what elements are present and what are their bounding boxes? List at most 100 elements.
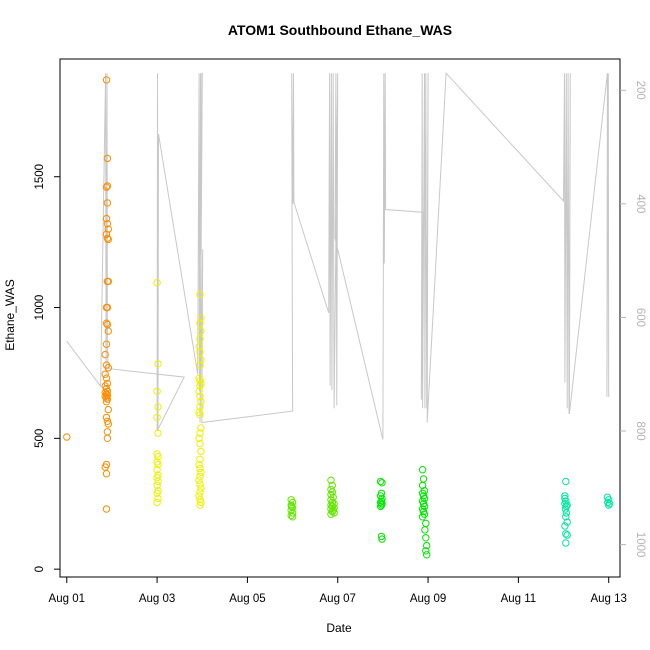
right-axis-line-series	[66, 71, 610, 440]
data-point	[154, 494, 162, 503]
series-2	[287, 476, 338, 521]
series-1	[153, 279, 205, 509]
data-point	[196, 488, 204, 496]
data-point	[288, 513, 297, 521]
data-point	[102, 505, 111, 513]
data-point	[377, 501, 386, 509]
data-point	[562, 477, 570, 486]
data-point	[423, 541, 431, 550]
data-point	[102, 214, 111, 223]
data-point	[103, 182, 112, 190]
data-point	[102, 374, 111, 382]
data-point	[63, 433, 71, 441]
data-point	[197, 327, 205, 335]
data-point	[418, 481, 427, 490]
data-point	[104, 405, 113, 414]
data-point	[288, 502, 296, 511]
data-point	[197, 424, 205, 432]
data-point	[104, 327, 113, 335]
data-point	[605, 501, 613, 509]
data-point	[197, 468, 205, 477]
data-point	[103, 303, 112, 312]
data-point	[196, 480, 204, 488]
data-point	[196, 361, 204, 369]
x-tick-label: Aug 11	[501, 593, 537, 605]
data-point	[196, 439, 204, 448]
y-tick-label: 0	[34, 566, 46, 572]
data-point	[103, 199, 112, 207]
data-point	[104, 420, 113, 428]
data-point	[103, 434, 112, 442]
y2-tick-label: 1000	[634, 532, 646, 558]
data-point	[196, 319, 204, 327]
series-4	[561, 477, 614, 547]
data-point	[195, 476, 203, 484]
y2-tick-label: 800	[634, 421, 646, 440]
data-point	[104, 277, 113, 286]
y2-tick-label: 600	[634, 308, 646, 327]
data-point	[196, 455, 204, 463]
data-point	[562, 539, 570, 547]
data-point	[102, 340, 111, 348]
x-tick-label: Aug 09	[410, 593, 446, 605]
data-point	[102, 319, 111, 327]
data-point	[104, 364, 113, 372]
data-point	[153, 413, 161, 422]
data-point	[418, 466, 427, 474]
data-point	[102, 76, 111, 84]
data-point	[418, 513, 427, 521]
data-point	[101, 370, 109, 378]
data-point	[377, 497, 386, 505]
axes: Aug 01 Aug 03 Aug 05 Aug 07 Aug 09 Aug 11 Aug …	[34, 58, 646, 605]
data-point	[562, 509, 570, 517]
series-3	[376, 466, 431, 559]
data-point	[153, 489, 161, 497]
data-point	[153, 279, 161, 287]
y-tick-label: 500	[34, 429, 46, 448]
y2-tick-label: 200	[634, 81, 646, 100]
data-point	[196, 403, 204, 411]
data-point	[327, 510, 335, 518]
data-point	[563, 518, 571, 526]
data-point	[377, 532, 386, 541]
data-point	[378, 479, 386, 487]
data-point	[197, 314, 205, 322]
data-point	[195, 387, 203, 395]
data-point	[376, 502, 385, 511]
data-point	[154, 453, 162, 461]
y-tick-label: 1000	[34, 295, 46, 321]
data-point	[287, 511, 295, 520]
data-point	[562, 513, 570, 521]
data-point	[104, 225, 113, 233]
data-point	[196, 429, 204, 437]
data-point	[561, 522, 569, 530]
data-point	[378, 535, 386, 543]
data-point	[196, 382, 204, 390]
y2-tick-label: 400	[634, 194, 646, 213]
chart-title: ATOM1 Southbound Ethane_WAS	[228, 22, 452, 38]
data-point	[561, 494, 569, 503]
data-point	[376, 477, 385, 486]
data-point	[153, 498, 161, 507]
data-point	[154, 360, 162, 368]
data-point	[197, 356, 205, 364]
x-tick-label: Aug 13	[590, 593, 626, 605]
data-point	[421, 526, 429, 534]
y-tick-label: 1500	[34, 164, 46, 190]
series-0	[63, 76, 113, 513]
data-point	[154, 429, 162, 437]
data-point	[562, 530, 570, 538]
data-point	[101, 350, 109, 359]
data-point	[195, 460, 203, 469]
data-point	[196, 464, 204, 473]
data-point	[561, 492, 569, 500]
data-point	[153, 481, 161, 490]
data-point	[154, 403, 162, 411]
data-point	[103, 234, 112, 242]
data-point	[196, 472, 204, 480]
x-tick-label: Aug 03	[139, 593, 175, 605]
data-point	[153, 466, 161, 474]
data-point	[563, 501, 571, 509]
